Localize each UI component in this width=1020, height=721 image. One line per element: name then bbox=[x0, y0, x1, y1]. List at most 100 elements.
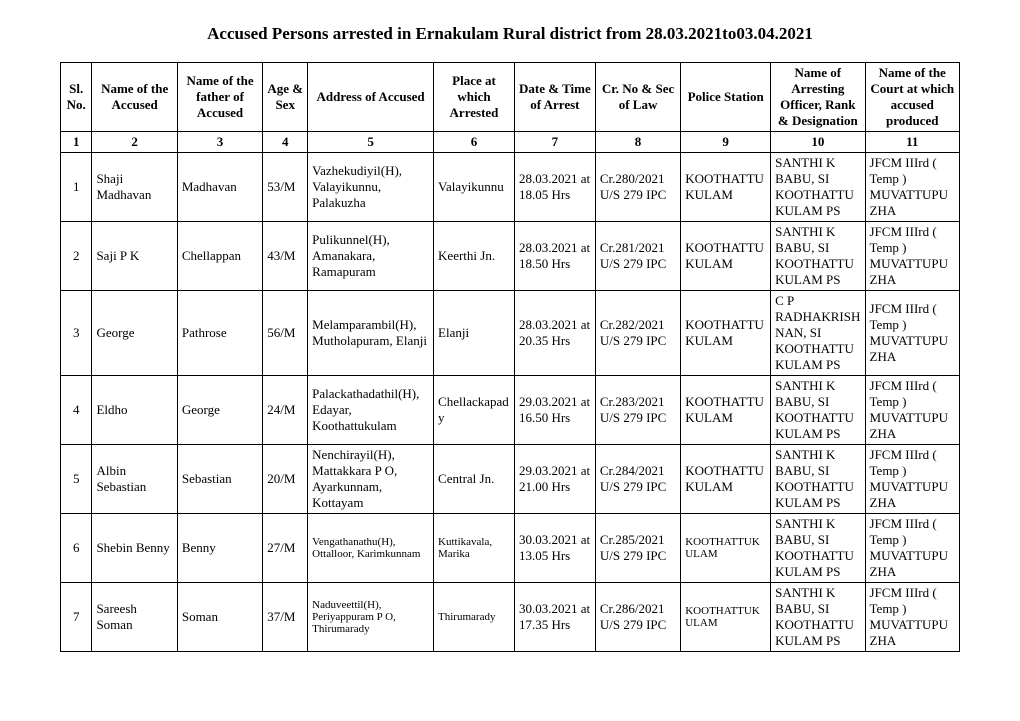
table-row: 4EldhoGeorge24/MPalackathadathil(H), Eda… bbox=[61, 376, 960, 445]
col-age: Age & Sex bbox=[263, 63, 308, 132]
cell-datetime: 28.03.2021 at 20.35 Hrs bbox=[514, 291, 595, 376]
cell-ps: KOOTHATTUKULAM bbox=[681, 291, 771, 376]
cell-address: Melamparambil(H), Mutholapuram, Elanji bbox=[308, 291, 434, 376]
cell-datetime: 30.03.2021 at 13.05 Hrs bbox=[514, 514, 595, 583]
cell-place: Kuttikavala, Marika bbox=[434, 514, 515, 583]
table-row: 3GeorgePathrose56/MMelamparambil(H), Mut… bbox=[61, 291, 960, 376]
col-ps: Police Station bbox=[681, 63, 771, 132]
cell-address: Naduveettil(H), Periyappuram P O, Thirum… bbox=[308, 583, 434, 652]
cell-age: 20/M bbox=[263, 445, 308, 514]
cell-address: Vazhekudiyil(H), Valayikunnu, Palakuzha bbox=[308, 153, 434, 222]
cell-father: Soman bbox=[177, 583, 262, 652]
cell-address: Palackathadathil(H), Edayar, Koothattuku… bbox=[308, 376, 434, 445]
table-row: 2Saji P KChellappan43/MPulikunnel(H), Am… bbox=[61, 222, 960, 291]
cell-officer: SANTHI K BABU, SI KOOTHATTUKULAM PS bbox=[771, 445, 865, 514]
cell-crno: Cr.281/2021 U/S 279 IPC bbox=[595, 222, 680, 291]
colnum: 6 bbox=[434, 132, 515, 153]
table-row: 7Sareesh SomanSoman37/MNaduveettil(H), P… bbox=[61, 583, 960, 652]
cell-datetime: 29.03.2021 at 16.50 Hrs bbox=[514, 376, 595, 445]
cell-datetime: 29.03.2021 at 21.00 Hrs bbox=[514, 445, 595, 514]
table-row: 1Shaji MadhavanMadhavan53/MVazhekudiyil(… bbox=[61, 153, 960, 222]
col-date: Date & Time of Arrest bbox=[514, 63, 595, 132]
header-row: Sl. No. Name of the Accused Name of the … bbox=[61, 63, 960, 132]
cell-officer: SANTHI K BABU, SI KOOTHATTUKULAM PS bbox=[771, 376, 865, 445]
cell-place: Thirumarady bbox=[434, 583, 515, 652]
col-sl: Sl. No. bbox=[61, 63, 92, 132]
cell-age: 56/M bbox=[263, 291, 308, 376]
cell-father: Benny bbox=[177, 514, 262, 583]
colnum: 4 bbox=[263, 132, 308, 153]
cell-officer: SANTHI K BABU, SI KOOTHATTUKULAM PS bbox=[771, 514, 865, 583]
cell-name: Shebin Benny bbox=[92, 514, 177, 583]
cell-datetime: 28.03.2021 at 18.05 Hrs bbox=[514, 153, 595, 222]
colnum: 3 bbox=[177, 132, 262, 153]
colnum: 10 bbox=[771, 132, 865, 153]
colnum: 11 bbox=[865, 132, 959, 153]
col-crno: Cr. No & Sec of Law bbox=[595, 63, 680, 132]
cell-crno: Cr.282/2021 U/S 279 IPC bbox=[595, 291, 680, 376]
cell-crno: Cr.284/2021 U/S 279 IPC bbox=[595, 445, 680, 514]
cell-place: Chellackapady bbox=[434, 376, 515, 445]
cell-officer: C P RADHAKRISHNAN, SI KOOTHATTUKULAM PS bbox=[771, 291, 865, 376]
col-address: Address of Accused bbox=[308, 63, 434, 132]
cell-age: 37/M bbox=[263, 583, 308, 652]
table-row: 6Shebin BennyBenny27/MVengathanathu(H), … bbox=[61, 514, 960, 583]
cell-datetime: 30.03.2021 at 17.35 Hrs bbox=[514, 583, 595, 652]
cell-father: Sebastian bbox=[177, 445, 262, 514]
cell-sl: 3 bbox=[61, 291, 92, 376]
table-row: 5Albin SebastianSebastian20/MNenchirayil… bbox=[61, 445, 960, 514]
cell-ps: KOOTHATTUKULAM bbox=[681, 376, 771, 445]
cell-court: JFCM IIIrd ( Temp ) MUVATTUPUZHA bbox=[865, 153, 959, 222]
cell-place: Valayikunnu bbox=[434, 153, 515, 222]
cell-court: JFCM IIIrd ( Temp ) MUVATTUPUZHA bbox=[865, 583, 959, 652]
cell-ps: KOOTHATTUKULAM bbox=[681, 445, 771, 514]
arrests-table: Sl. No. Name of the Accused Name of the … bbox=[60, 62, 960, 652]
cell-name: George bbox=[92, 291, 177, 376]
cell-age: 24/M bbox=[263, 376, 308, 445]
cell-sl: 4 bbox=[61, 376, 92, 445]
colnum: 1 bbox=[61, 132, 92, 153]
cell-age: 27/M bbox=[263, 514, 308, 583]
cell-ps: KOOTHATTUKULAM bbox=[681, 583, 771, 652]
cell-name: Shaji Madhavan bbox=[92, 153, 177, 222]
cell-officer: SANTHI K BABU, SI KOOTHATTUKULAM PS bbox=[771, 153, 865, 222]
cell-place: Elanji bbox=[434, 291, 515, 376]
cell-father: Madhavan bbox=[177, 153, 262, 222]
cell-name: Sareesh Soman bbox=[92, 583, 177, 652]
cell-father: George bbox=[177, 376, 262, 445]
cell-sl: 1 bbox=[61, 153, 92, 222]
cell-age: 53/M bbox=[263, 153, 308, 222]
cell-court: JFCM IIIrd ( Temp ) MUVATTUPUZHA bbox=[865, 376, 959, 445]
cell-crno: Cr.280/2021 U/S 279 IPC bbox=[595, 153, 680, 222]
cell-name: Saji P K bbox=[92, 222, 177, 291]
cell-sl: 2 bbox=[61, 222, 92, 291]
cell-place: Central Jn. bbox=[434, 445, 515, 514]
col-court: Name of the Court at which accused produ… bbox=[865, 63, 959, 132]
col-place: Place at which Arrested bbox=[434, 63, 515, 132]
cell-crno: Cr.283/2021 U/S 279 IPC bbox=[595, 376, 680, 445]
cell-sl: 5 bbox=[61, 445, 92, 514]
cell-datetime: 28.03.2021 at 18.50 Hrs bbox=[514, 222, 595, 291]
cell-place: Keerthi Jn. bbox=[434, 222, 515, 291]
colnum: 9 bbox=[681, 132, 771, 153]
cell-address: Nenchirayil(H), Mattakkara P O, Ayarkunn… bbox=[308, 445, 434, 514]
col-father: Name of the father of Accused bbox=[177, 63, 262, 132]
cell-court: JFCM IIIrd ( Temp ) MUVATTUPUZHA bbox=[865, 445, 959, 514]
colnum: 7 bbox=[514, 132, 595, 153]
header-number-row: 1 2 3 4 5 6 7 8 9 10 11 bbox=[61, 132, 960, 153]
cell-ps: KOOTHATTUKULAM bbox=[681, 153, 771, 222]
cell-court: JFCM IIIrd ( Temp ) MUVATTUPUZHA bbox=[865, 514, 959, 583]
cell-officer: SANTHI K BABU, SI KOOTHATTUKULAM PS bbox=[771, 222, 865, 291]
cell-age: 43/M bbox=[263, 222, 308, 291]
page-title: Accused Persons arrested in Ernakulam Ru… bbox=[60, 24, 960, 44]
cell-address: Vengathanathu(H), Ottalloor, Karimkunnam bbox=[308, 514, 434, 583]
colnum: 8 bbox=[595, 132, 680, 153]
cell-father: Chellappan bbox=[177, 222, 262, 291]
colnum: 2 bbox=[92, 132, 177, 153]
cell-ps: KOOTHATTUKULAM bbox=[681, 514, 771, 583]
cell-address: Pulikunnel(H), Amanakara, Ramapuram bbox=[308, 222, 434, 291]
cell-officer: SANTHI K BABU, SI KOOTHATTUKULAM PS bbox=[771, 583, 865, 652]
col-officer: Name of Arresting Officer, Rank & Design… bbox=[771, 63, 865, 132]
cell-ps: KOOTHATTUKULAM bbox=[681, 222, 771, 291]
cell-sl: 6 bbox=[61, 514, 92, 583]
